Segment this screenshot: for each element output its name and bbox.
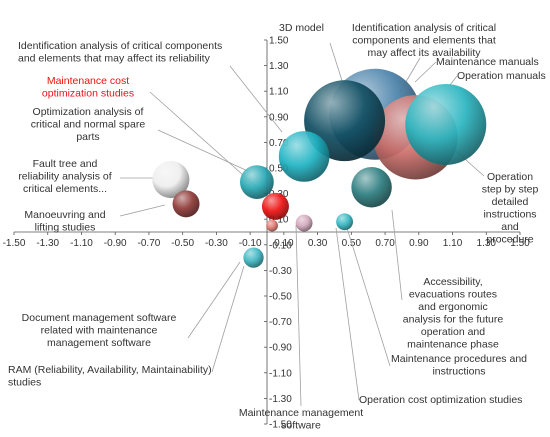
y-tick-label: -1.50 bbox=[269, 420, 292, 431]
y-tick-label: -0.50 bbox=[269, 292, 292, 303]
bubble-point bbox=[278, 131, 330, 182]
bubble-point bbox=[351, 166, 392, 208]
y-tick-label: -0.90 bbox=[269, 343, 292, 354]
leader-line bbox=[335, 227, 360, 401]
annotation-label: Maintenance procedures and instructions bbox=[391, 353, 527, 378]
annotation-label: Fault tree and reliability analysis of cri… bbox=[18, 158, 111, 195]
annotations: 3D model Identification analysis of criti… bbox=[8, 22, 546, 432]
y-tick-label: 0.10 bbox=[269, 215, 289, 226]
x-tick-label: 0.30 bbox=[308, 238, 328, 249]
x-tick-label: 0.70 bbox=[375, 238, 395, 249]
leader-line bbox=[449, 75, 458, 86]
bubble-point bbox=[304, 80, 386, 162]
annotation-label: Maintenance manuals bbox=[436, 56, 539, 68]
x-tick-label: 0.90 bbox=[409, 238, 429, 249]
leader-line bbox=[414, 61, 437, 83]
leader-line bbox=[346, 227, 391, 367]
leader-line bbox=[187, 261, 241, 339]
annotation-label: Identification analysis of critical compo… bbox=[352, 22, 496, 59]
y-tick-label: 0.50 bbox=[269, 164, 289, 175]
y-tick-label: 0.70 bbox=[269, 138, 289, 149]
y-tick-label: 1.30 bbox=[269, 61, 289, 72]
annotation-label: Operation cost optimization studies bbox=[359, 394, 522, 406]
annotation-label: Operation step by step detailed instruction… bbox=[482, 171, 539, 246]
annotation-label: Operation manuals bbox=[457, 70, 546, 82]
annotation-label: Accessibility, evacuations routes and ergo… bbox=[403, 276, 504, 351]
x-tick-label: 1.10 bbox=[443, 238, 463, 249]
leader-line bbox=[229, 65, 283, 133]
bubble-point bbox=[295, 214, 313, 232]
bubble-point bbox=[405, 84, 487, 165]
annotation-label: Identification analysis of critical comp… bbox=[18, 40, 222, 65]
x-tick-label: -0.30 bbox=[205, 238, 228, 249]
y-tick-label: -1.10 bbox=[269, 368, 292, 379]
bubble-point bbox=[152, 160, 190, 199]
x-tick-label: -1.50 bbox=[3, 238, 26, 249]
annotation-label: 3D model bbox=[279, 22, 324, 34]
x-tick-label: -0.90 bbox=[104, 238, 127, 249]
annotation-label: RAM (Reliability, Availability, Maintain… bbox=[8, 364, 212, 389]
y-tick-label: -1.30 bbox=[269, 394, 292, 405]
annotation-label: Optimization analysis of critical and nor… bbox=[31, 106, 146, 143]
leader-line bbox=[391, 209, 403, 301]
bubble-point bbox=[336, 213, 354, 231]
y-tick-label: 1.10 bbox=[269, 87, 289, 98]
y-tick-label: -0.70 bbox=[269, 317, 292, 328]
x-tick-label: -1.10 bbox=[70, 238, 93, 249]
annotation-label: Maintenance cost optimization studies bbox=[42, 75, 134, 100]
y-tick-label: 1.50 bbox=[269, 36, 289, 47]
y-tick-label: -0.30 bbox=[269, 266, 292, 277]
x-tick-label: -0.50 bbox=[171, 238, 194, 249]
bubble-point bbox=[243, 247, 264, 268]
annotation-label: Manoeuvring and lifting studies bbox=[24, 209, 105, 234]
bubble-point bbox=[266, 219, 278, 232]
annotation-label: Document management software related with… bbox=[22, 312, 177, 349]
leader-line bbox=[119, 204, 166, 217]
bubble-point bbox=[261, 192, 289, 220]
annotation-label: Maintenance management software bbox=[239, 407, 363, 432]
x-tick-label: -0.10 bbox=[239, 238, 262, 249]
x-tick-label: -0.70 bbox=[138, 238, 161, 249]
leader-line bbox=[157, 129, 251, 173]
y-tick-label: -0.10 bbox=[269, 240, 292, 251]
leader-line bbox=[211, 265, 245, 373]
x-tick-label: 1.30 bbox=[477, 238, 497, 249]
x-tick-label: 1.50 bbox=[510, 238, 530, 249]
x-tick-label: -1.30 bbox=[36, 238, 59, 249]
y-tick-label: 0.90 bbox=[269, 112, 289, 123]
bubble-point bbox=[240, 165, 274, 199]
leader-line bbox=[295, 224, 302, 407]
x-tick-label: 0.10 bbox=[274, 238, 294, 249]
bubble-point bbox=[172, 190, 200, 218]
bubbles bbox=[152, 68, 487, 268]
